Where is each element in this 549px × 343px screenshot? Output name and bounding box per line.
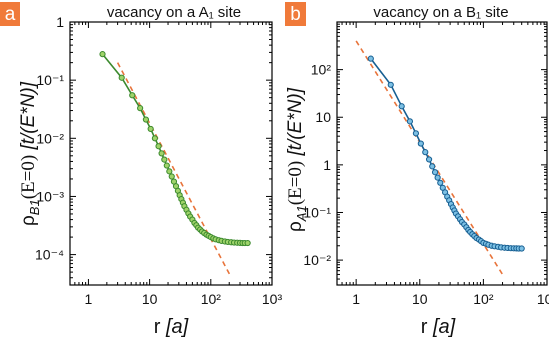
panel-b-ytick-label: 10² — [311, 62, 332, 78]
panel-b-ylabel: ρA1(E=0) [t/(E*N)] — [285, 87, 309, 232]
panel-b-data-point — [425, 156, 433, 163]
panel-a-ylabel: ρB1(E=0) [t/(E*N)] — [18, 81, 42, 226]
panel-a-data-point — [244, 239, 251, 247]
panel-a-badge-label: a — [5, 4, 16, 25]
panel-b-badge — [285, 2, 306, 26]
panel-b-data-point — [412, 130, 420, 137]
panel-b-ticks — [336, 21, 548, 286]
panel-b-data-point — [422, 149, 429, 156]
panel-a-ytick-label: 10⁻³ — [36, 188, 64, 204]
panel-a-data-point — [166, 168, 173, 175]
panel-b-series-line — [370, 58, 522, 250]
panel-b-xtick-label: 1 — [352, 291, 360, 307]
panel-b-data-point — [387, 81, 394, 88]
panel-b-axes — [336, 21, 548, 286]
panel-b-xtick-label: 10² — [473, 291, 494, 307]
panel-a-ytick-label: 10⁻¹ — [36, 72, 64, 88]
panel-b-tick-labels: 1 10 10² 10³ 10² 10 1 10⁻¹ 10⁻² — [303, 62, 549, 307]
panel-b-ytick-label: 10 — [315, 109, 331, 125]
panel-a-data-point — [163, 162, 170, 169]
panel-b-data-point — [367, 55, 374, 62]
panel-a-xtick-label: 10³ — [262, 291, 283, 307]
panel-b-ytick-label: 10⁻² — [303, 252, 331, 268]
panel-a-data-point — [142, 116, 150, 123]
panel-b-data-point — [518, 245, 525, 252]
panel-b-xtick-label: 10 — [412, 291, 428, 307]
panel-a-series-line — [101, 53, 248, 244]
panel-b-ytick-label: 10⁻¹ — [303, 204, 331, 220]
panel-a-ytick-label: 10⁻⁴ — [35, 247, 64, 263]
panel-b-data-point — [429, 163, 436, 170]
panel-a-xtick-label: 10² — [201, 291, 222, 307]
panel-b-data-point — [431, 169, 439, 176]
panel-a-data-point — [158, 150, 165, 157]
panel-a-data-point — [168, 173, 175, 180]
panel-a-data-point — [99, 51, 106, 58]
panel-a-xlabel: r [a] — [154, 316, 189, 338]
panel-a-series — [99, 51, 251, 247]
panel-a-title: vacancy on a A₁ site — [107, 4, 241, 21]
panel-a-data-point — [155, 143, 162, 150]
panel-a-tick-labels: 1 10 10² 10³ 1 10⁻¹ 10⁻² 10⁻³ 10⁻⁴ — [35, 14, 282, 307]
panel-b-data-point — [417, 140, 424, 147]
panel-b-badge-label: b — [290, 4, 301, 25]
panel-b-xtick-label: 10³ — [537, 291, 549, 307]
panel-b-data-point — [398, 103, 405, 110]
panel-a-plot-frame — [69, 21, 273, 286]
panel-a-data-point — [147, 125, 154, 133]
panel-a-ytick-label: 10⁻² — [36, 130, 64, 146]
panel-a-data-point — [129, 92, 136, 99]
panel-b-plot-frame — [336, 21, 548, 286]
panel-b: b vacancy on a B₁ site 1 10 10² 10³ 10² 10 1 10… — [285, 2, 549, 338]
panel-a-data-point — [118, 74, 125, 81]
panel-a-xtick-label: 1 — [85, 291, 93, 307]
panel-a: a vacancy on a A₁ site 1 10 10² 10³ 1 10⁻¹ 10⁻… — [0, 2, 282, 338]
panel-a-axes — [69, 21, 273, 286]
panel-a-xtick-label: 10 — [142, 291, 158, 307]
panel-b-ytick-label: 1 — [323, 157, 331, 173]
panel-a-ytick-label: 1 — [56, 14, 64, 30]
panel-b-data-point — [434, 174, 441, 181]
panel-b-series — [367, 55, 525, 252]
panel-b-data-point — [437, 179, 444, 186]
panel-b-data-point — [406, 118, 414, 125]
panel-a-badge — [0, 2, 20, 26]
panel-a-data-point — [137, 105, 144, 112]
panel-b-xlabel: r [a] — [421, 316, 456, 338]
panel-b-title: vacancy on a B₁ site — [373, 4, 508, 21]
panel-a-data-point — [151, 135, 158, 142]
panel-a-data-point — [161, 156, 168, 163]
panel-a-ticks — [69, 21, 273, 286]
